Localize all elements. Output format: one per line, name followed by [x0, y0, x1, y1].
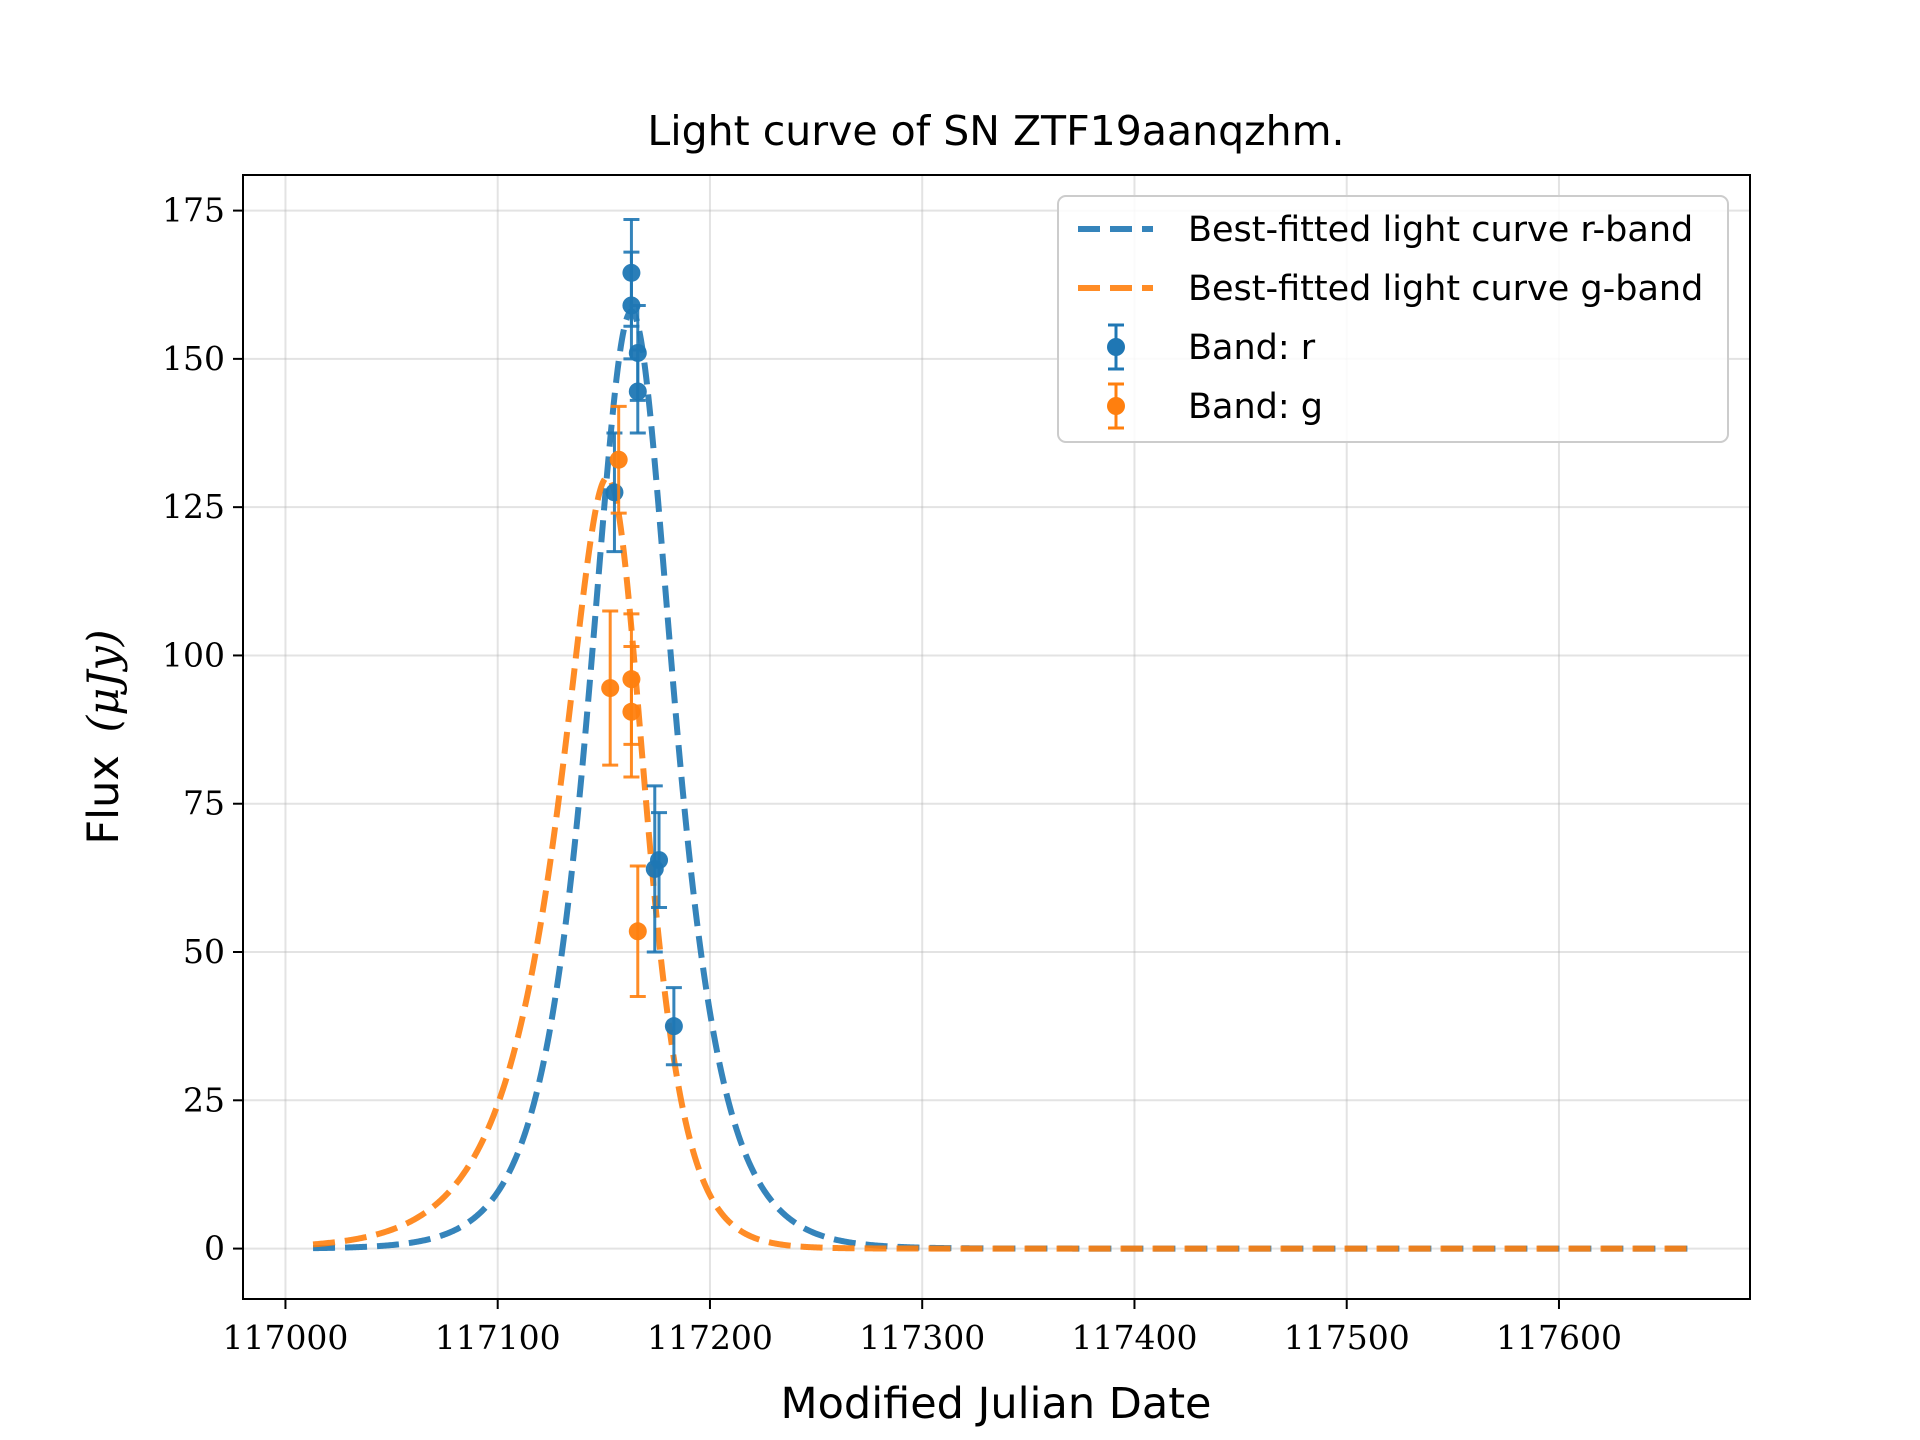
y-axis-ticks: 0 25 50 75 100 125 150 175 — [162, 191, 243, 1268]
x-axis-ticks: 117000 117100 117200 117300 117400 117500 1176… — [222, 1299, 1622, 1357]
y-axis-label-unit: (μJy) — [79, 629, 129, 732]
data-point-g — [628, 922, 647, 941]
axes-frame — [242, 174, 1751, 1300]
x-tick-label: 117600 — [1496, 1318, 1622, 1357]
legend-marker-r — [1107, 338, 1125, 356]
x-tick-label: 117500 — [1284, 1318, 1410, 1357]
data-point-r — [628, 382, 647, 401]
legend: Best-fitted light curve r-band Best-fitte… — [1057, 195, 1729, 443]
y-tick-label: 50 — [183, 932, 225, 971]
data-point-g — [609, 450, 628, 469]
y-tick-label: 175 — [162, 191, 225, 230]
svg-text:Flux (μJy): Flux (μJy) — [79, 629, 129, 844]
x-tick-label: 117200 — [647, 1318, 773, 1357]
data-point-r — [605, 483, 624, 502]
series-line-g-band — [312, 474, 1689, 1252]
x-tick-label: 117100 — [435, 1318, 561, 1357]
y-tick-label: 125 — [162, 487, 225, 526]
y-tick-label: 100 — [162, 635, 225, 674]
grid — [243, 175, 1750, 1299]
legend-box — [1057, 195, 1729, 443]
data-point-r — [664, 1017, 683, 1036]
data-point-g — [601, 679, 620, 698]
y-tick-label: 25 — [183, 1080, 225, 1119]
legend-label: Best-fitted light curve g-band — [1188, 269, 1703, 309]
x-tick-label: 117300 — [859, 1318, 985, 1357]
data-points — [601, 217, 683, 1067]
x-axis-label: Modified Julian Date — [780, 1379, 1211, 1429]
x-tick-label: 117400 — [1071, 1318, 1197, 1357]
legend-label: Best-fitted light curve r-band — [1188, 210, 1693, 250]
y-tick-label: 75 — [183, 784, 225, 823]
legend-marker-g — [1107, 397, 1125, 415]
fitted-curves — [312, 308, 1689, 1252]
y-axis-label: Flux (μJy) — [79, 629, 129, 844]
y-tick-label: 150 — [162, 339, 225, 378]
x-tick-label: 117000 — [222, 1318, 348, 1357]
data-point-g — [622, 702, 641, 721]
legend-label: Band: g — [1188, 387, 1323, 427]
y-tick-label: 0 — [204, 1229, 225, 1268]
y-axis-label-text: Flux — [79, 755, 129, 844]
chart-title: Light curve of SN ZTF19aanqzhm. — [647, 107, 1344, 155]
data-point-r — [650, 851, 669, 870]
legend-label: Band: r — [1188, 328, 1316, 368]
